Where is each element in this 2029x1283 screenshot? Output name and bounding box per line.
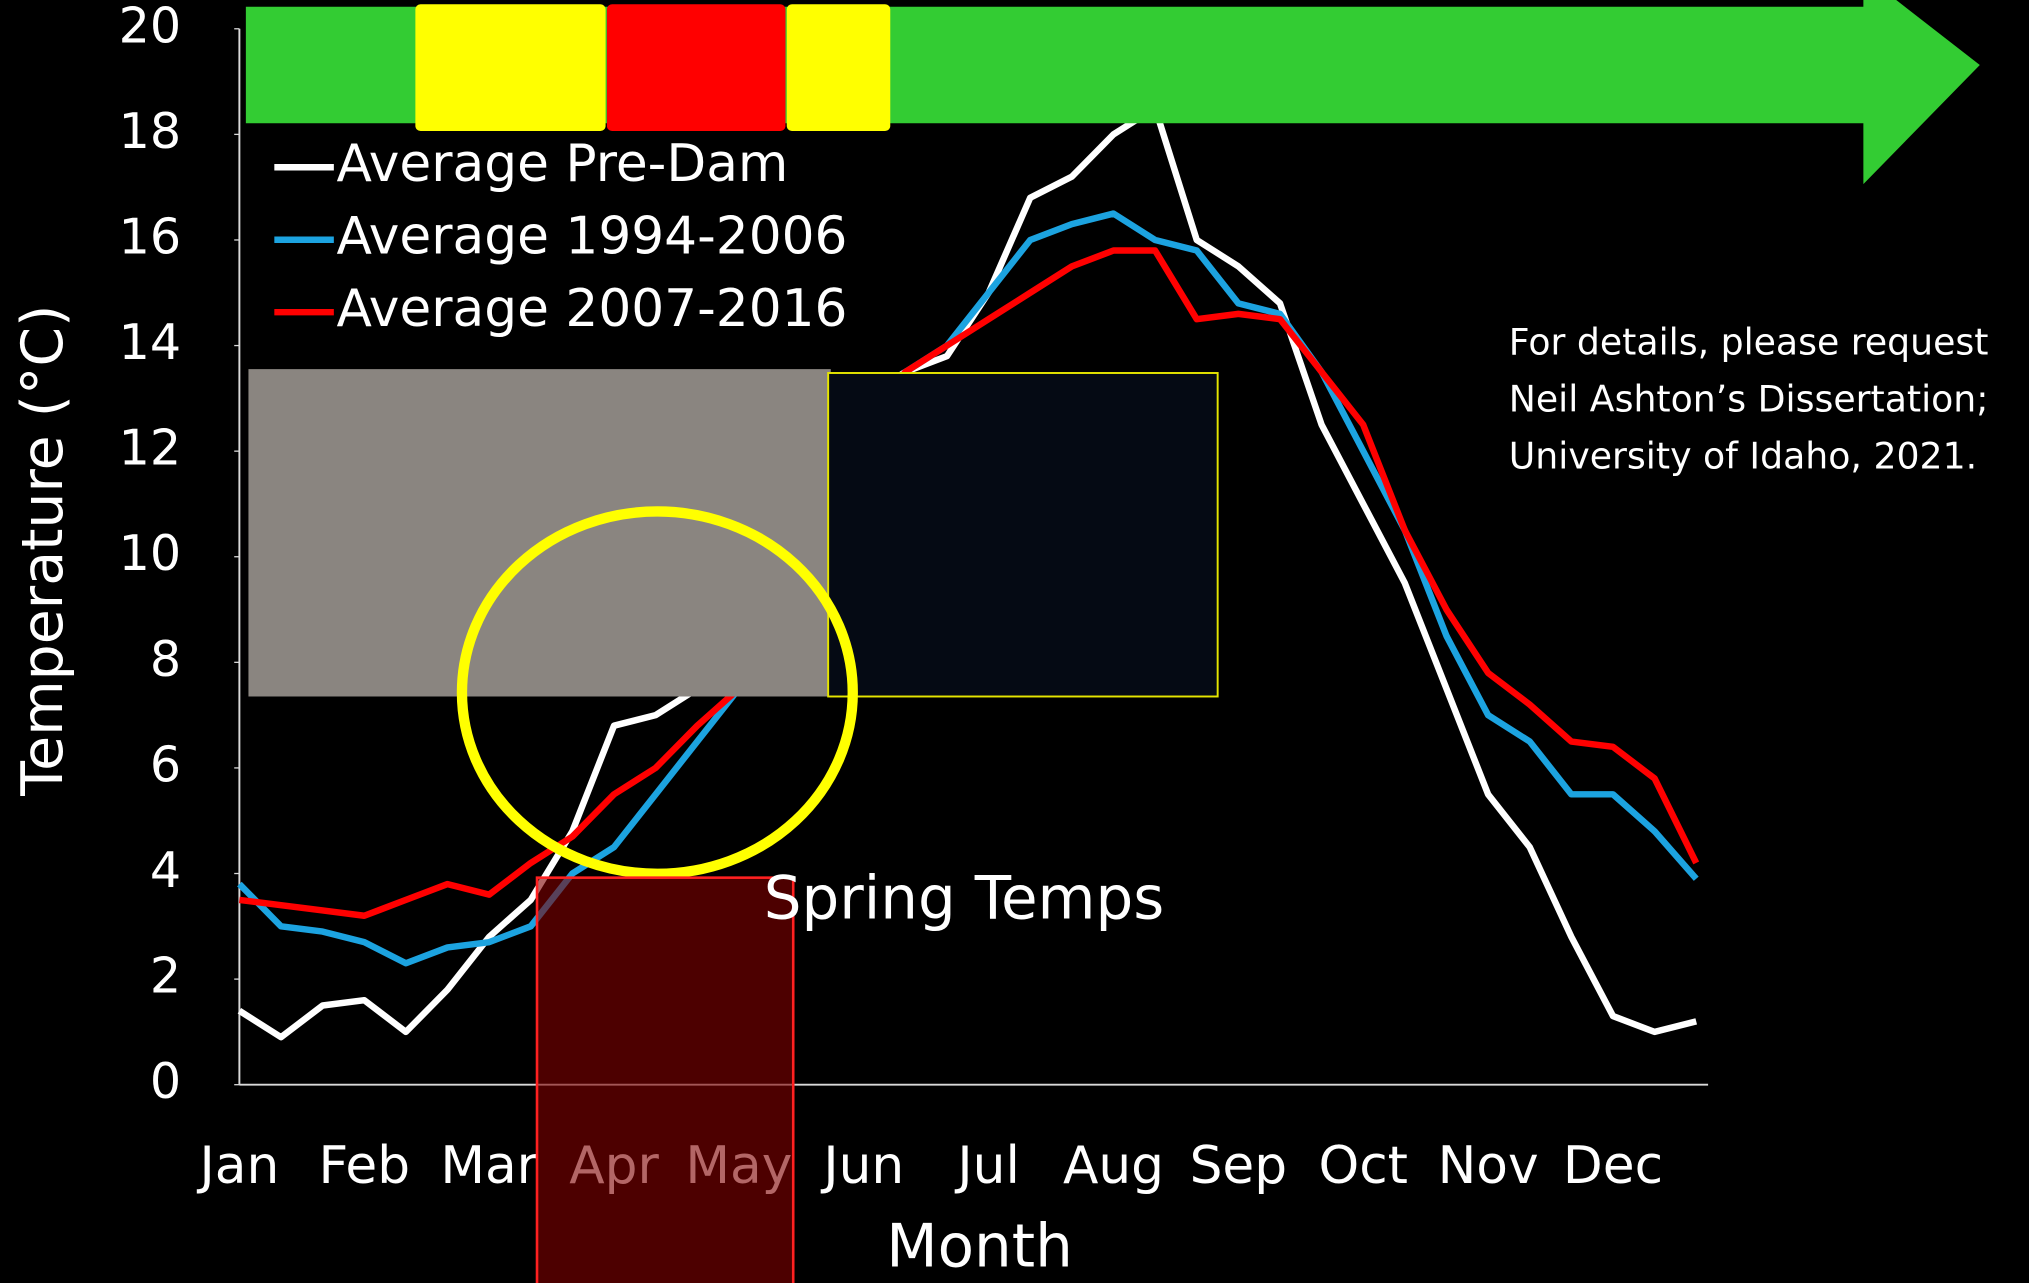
x-tick-label: Dec: [1563, 1136, 1663, 1196]
y-tick-label: 20: [119, 0, 182, 54]
chart: Average Pre-Dam Average 1994-2006 Average …: [0, 0, 2029, 1283]
y-tick-label: 6: [150, 735, 181, 793]
page: {"chart_data": { "type": "line", "y_labe…: [0, 0, 2029, 1283]
x-tick-label: Feb: [318, 1136, 410, 1196]
timeline-block: [787, 4, 891, 131]
legend-label: Average 1994-2006: [336, 207, 847, 267]
y-tick-label: 14: [119, 313, 182, 371]
annotation: Spring Temps: [764, 864, 1165, 933]
x-tick-label: Jan: [197, 1136, 280, 1196]
x-tick-label: Aug: [1063, 1136, 1164, 1196]
legend: Average Pre-Dam Average 1994-2006 Average …: [274, 134, 847, 339]
y-tick-label: 10: [119, 524, 182, 582]
timeline-block: [415, 4, 605, 131]
y-tick-label: 16: [119, 207, 182, 265]
annotation: For details, please request: [1509, 321, 1989, 364]
photo-zooplankton: [828, 373, 1217, 697]
timeline-block: [607, 4, 786, 131]
x-tick-label: Nov: [1438, 1136, 1539, 1196]
annotation: Neil Ashton’s Dissertation;: [1509, 377, 1989, 420]
legend-label: Average Pre-Dam: [336, 134, 788, 194]
x-axis-title: Month: [886, 1212, 1073, 1281]
y-tick-label: 2: [150, 947, 181, 1005]
y-tick-label: 0: [150, 1052, 181, 1110]
x-tick-label: Jul: [954, 1136, 1019, 1196]
y-tick-label: 4: [150, 841, 181, 899]
x-tick-label: Oct: [1318, 1136, 1407, 1196]
x-tick-label: Mar: [440, 1136, 538, 1196]
annotation: University of Idaho, 2021.: [1509, 434, 1977, 477]
spring-window: [537, 878, 793, 1283]
y-tick-label: 18: [119, 102, 182, 160]
x-tick-label: Jun: [820, 1136, 904, 1196]
y-tick-label: 12: [119, 419, 182, 477]
y-tick-label: 8: [150, 630, 181, 688]
y-axis-title: Temperature (°C): [10, 305, 76, 797]
legend-label: Average 2007-2016: [336, 279, 847, 339]
x-tick-label: Sep: [1190, 1136, 1288, 1196]
